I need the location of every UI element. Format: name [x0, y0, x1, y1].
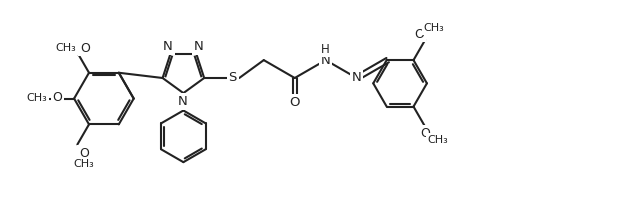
- Text: N: N: [163, 40, 173, 53]
- Text: CH₃: CH₃: [27, 93, 47, 103]
- Text: O: O: [414, 27, 424, 41]
- Text: CH₃: CH₃: [74, 159, 94, 169]
- Text: N: N: [321, 54, 331, 67]
- Text: CH₃: CH₃: [423, 23, 444, 33]
- Text: O: O: [79, 147, 89, 160]
- Text: S: S: [228, 71, 237, 84]
- Text: O: O: [80, 42, 90, 55]
- Text: N: N: [177, 95, 188, 108]
- Text: O: O: [289, 96, 300, 109]
- Text: O: O: [420, 127, 430, 140]
- Text: N: N: [352, 71, 362, 84]
- Text: H: H: [321, 43, 330, 56]
- Text: O: O: [52, 91, 63, 104]
- Text: CH₃: CH₃: [427, 135, 448, 145]
- Text: N: N: [194, 40, 204, 53]
- Text: CH₃: CH₃: [55, 43, 76, 53]
